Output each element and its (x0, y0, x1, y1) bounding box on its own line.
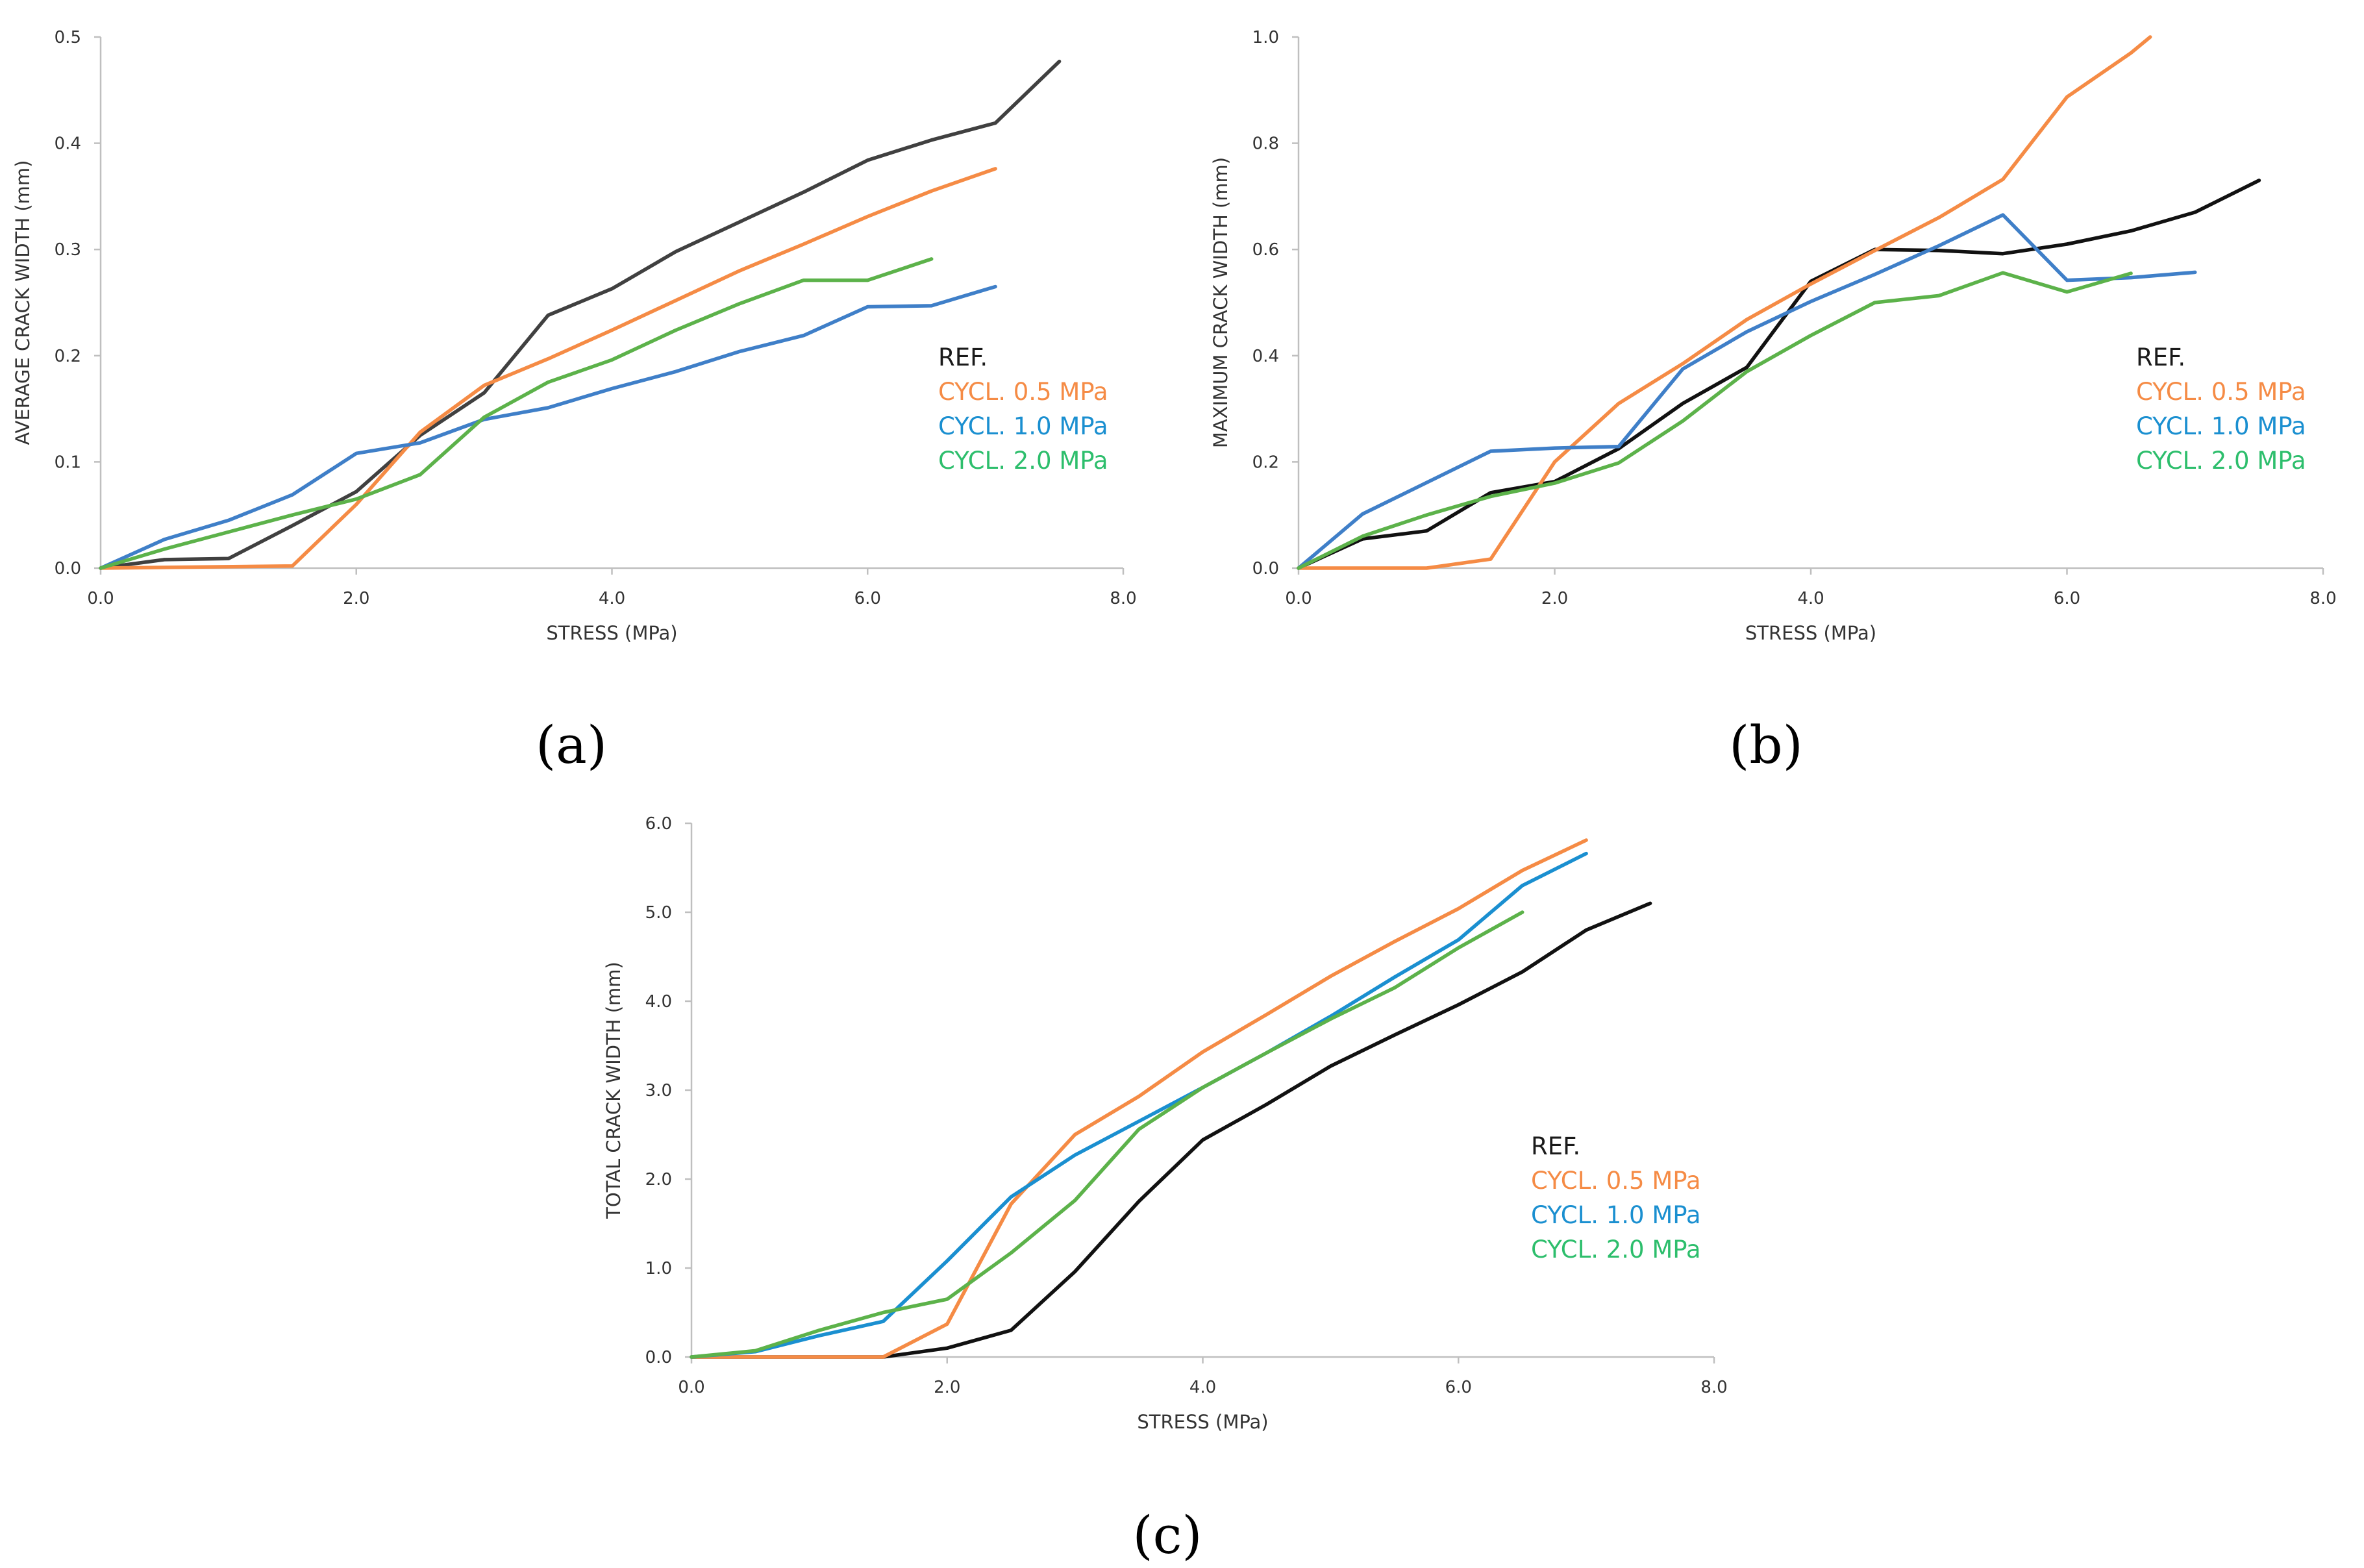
x-tick-label: 2.0 (343, 589, 369, 608)
y-tick-label: 0.6 (1252, 240, 1279, 260)
chart-caption: (b) (1729, 715, 1803, 775)
x-tick-label: 6.0 (2054, 589, 2080, 608)
legend-entry-4: CYCL. 2.0 MPa (1531, 1236, 1701, 1263)
series-line-2 (1297, 35, 2152, 570)
chart-caption: (a) (536, 715, 607, 775)
series-line-1 (99, 59, 1062, 570)
series-line-4 (690, 910, 1524, 1359)
series-line-3 (99, 284, 997, 570)
chart-3: 0.0 2.0 4.0 6.0 8.0 0.0 1.0 2.0 3.0 4.0 5.0 6.0 STRE… (603, 814, 1728, 1565)
y-tick-label: 0.8 (1252, 134, 1279, 154)
series-line-1 (690, 901, 1652, 1359)
y-tick-label: 0.5 (55, 28, 81, 47)
x-tick-label: 8.0 (1700, 1378, 1727, 1397)
legend-entry-3: CYCL. 1.0 MPa (938, 412, 1108, 440)
x-tick-label: 4.0 (599, 589, 625, 608)
x-tick-label: 4.0 (1189, 1378, 1216, 1397)
legend-entry-4: CYCL. 2.0 MPa (938, 447, 1108, 475)
legend-entry-2: CYCL. 0.5 MPa (938, 378, 1108, 406)
y-tick-label: 4.0 (645, 992, 672, 1012)
x-tick-label: 0.0 (1285, 589, 1312, 608)
series-line-2 (690, 838, 1588, 1359)
legend-entry-4: CYCL. 2.0 MPa (2136, 447, 2306, 475)
y-tick-label: 0.1 (55, 453, 81, 472)
y-tick-label: 0.0 (1252, 559, 1279, 579)
series-line-3 (690, 851, 1588, 1359)
x-tick-label: 0.0 (678, 1378, 704, 1397)
chart-2: 0.0 2.0 4.0 6.0 8.0 0.0 0.2 0.4 0.6 0.8 1.0 STRESS … (1210, 28, 2337, 775)
series-line-2 (99, 167, 997, 570)
x-tick-label: 6.0 (854, 589, 881, 608)
chart-caption: (c) (1132, 1505, 1202, 1565)
legend-entry-2: CYCL. 0.5 MPa (1531, 1167, 1701, 1195)
y-tick-label: 0.2 (1252, 453, 1279, 472)
y-tick-label: 6.0 (645, 814, 672, 834)
x-axis-title: STRESS (MPa) (1137, 1411, 1268, 1433)
x-tick-label: 2.0 (1541, 589, 1568, 608)
y-axis-title: TOTAL CRACK WIDTH (mm) (603, 962, 625, 1219)
y-tick-label: 0.3 (55, 240, 81, 260)
y-tick-label: 0.4 (1252, 347, 1279, 366)
x-tick-label: 8.0 (2309, 589, 2336, 608)
legend-entry-1: REF. (1531, 1132, 1580, 1160)
x-axis-title: STRESS (MPa) (546, 622, 677, 644)
y-tick-label: 0.2 (55, 347, 81, 366)
series-line-4 (99, 257, 934, 570)
series-line-4 (1297, 271, 2133, 570)
legend-entry-2: CYCL. 0.5 MPa (2136, 378, 2306, 406)
x-axis-title: STRESS (MPa) (1745, 622, 1876, 644)
y-tick-label: 5.0 (645, 903, 672, 923)
chart-1: 0.0 2.0 4.0 6.0 8.0 0.0 0.1 0.2 0.3 0.4 0.5 STRESS … (12, 28, 1137, 775)
x-tick-label: 2.0 (934, 1378, 960, 1397)
y-tick-label: 1.0 (1252, 28, 1279, 47)
legend-entry-1: REF. (938, 343, 988, 371)
x-tick-label: 8.0 (1110, 589, 1136, 608)
y-tick-label: 0.0 (645, 1348, 672, 1367)
series-line-1 (1297, 179, 2261, 570)
x-tick-label: 4.0 (1797, 589, 1824, 608)
legend-entry-3: CYCL. 1.0 MPa (2136, 412, 2306, 440)
y-tick-label: 3.0 (645, 1081, 672, 1101)
y-tick-label: 0.4 (55, 134, 81, 154)
legend-entry-1: REF. (2136, 343, 2185, 371)
y-axis-title: MAXIMUM CRACK WIDTH (mm) (1210, 157, 1232, 448)
y-tick-label: 0.0 (55, 559, 81, 579)
legend-entry-3: CYCL. 1.0 MPa (1531, 1201, 1701, 1229)
y-axis-title: AVERAGE CRACK WIDTH (mm) (12, 160, 34, 445)
y-tick-label: 2.0 (645, 1170, 672, 1189)
x-tick-label: 6.0 (1445, 1378, 1472, 1397)
series-line-3 (1297, 213, 2197, 570)
y-tick-label: 1.0 (645, 1259, 672, 1278)
x-tick-label: 0.0 (87, 589, 114, 608)
